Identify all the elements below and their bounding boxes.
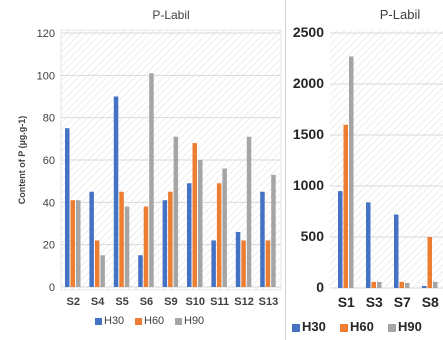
chart-1-y-tick-label: 100 [37, 70, 55, 82]
bar-h90-s2 [76, 200, 81, 287]
bar-h30-s5 [113, 96, 119, 287]
chart-2-bars [338, 56, 438, 289]
bar-h60-s10 [192, 143, 197, 287]
bar-h60-s9 [168, 191, 173, 287]
chart-2-plot-area [330, 30, 443, 288]
legend-label-h60: H60 [350, 319, 374, 334]
legend-label-h90: H90 [184, 315, 204, 327]
bar-h60-s2 [70, 200, 75, 287]
chart-2-x-tick-label: S1 [338, 294, 355, 310]
chart-1-x-tick-label: S12 [234, 296, 254, 308]
chart-1-title: P-Labil [152, 8, 189, 22]
chart-1-y-tick-label: 40 [43, 197, 55, 209]
chart-1-y-tick-label: 60 [43, 155, 55, 167]
chart-1: P-Labil Content of P (µg.g-1) 0 20 40 60 80 1… [17, 8, 282, 327]
bar-h30-s6 [138, 255, 143, 287]
chart-1-legend: H30 H60 H90 [95, 315, 204, 327]
bar-h90-s9 [173, 136, 179, 287]
bar-h30-s10 [187, 183, 192, 287]
chart-1-bars [65, 73, 276, 287]
chart-2-y-tick-label: 1500 [293, 126, 324, 142]
legend-swatch-h90 [388, 324, 396, 332]
bar-h60-s13 [265, 240, 271, 287]
bar-h30-s12 [235, 231, 241, 287]
bar-h90-s12 [246, 136, 252, 287]
bar-h60-s5 [119, 191, 124, 287]
chart-2-x-tick-label: S7 [394, 294, 411, 310]
chart-2-x-tick-label: S3 [366, 294, 383, 310]
legend-label-h90: H90 [398, 319, 422, 334]
bar-h30-s7 [394, 214, 399, 288]
chart-1-x-tick-label: S10 [185, 296, 205, 308]
bar-h90-s8 [433, 281, 438, 288]
bar-h30-s4 [89, 191, 94, 287]
bar-h90-s1 [349, 56, 354, 289]
chart-1-x-tick-label: S9 [164, 296, 177, 308]
bar-h60-s4 [94, 240, 100, 287]
legend-swatch-h60 [135, 318, 142, 325]
chart-1-x-tick-label: S11 [210, 296, 229, 308]
bar-h30-s2 [65, 128, 70, 287]
legend-label-h60: H60 [144, 315, 164, 327]
bar-h90-s13 [271, 174, 276, 287]
bar-h30-s3 [366, 202, 371, 288]
bar-h60-s7 [399, 281, 404, 288]
chart-2-y-tick-label: 0 [316, 279, 324, 295]
chart-2-y-ticks: 0 500 1000 1500 2000 2500 [293, 24, 324, 295]
chart-1-x-tick-label: S2 [67, 296, 80, 308]
legend-swatch-h60 [340, 324, 348, 332]
chart-1-x-tick-label: S6 [140, 296, 153, 308]
chart-2-y-tick-label: 1000 [293, 177, 324, 193]
bar-h30-s9 [162, 200, 168, 287]
bar-h60-s11 [216, 183, 222, 287]
legend-swatch-h30 [292, 324, 300, 332]
chart-1-x-tick-label: S5 [115, 296, 128, 308]
legend-swatch-h90 [175, 318, 182, 325]
chart-2-legend: H30 H60 H90 [292, 319, 422, 334]
chart-1-x-ticks: S2 S4 S5 S6 S9 S10 S11 S12 S13 [67, 296, 279, 308]
chart-1-y-tick-label: 0 [49, 282, 55, 294]
bar-h30-s13 [260, 191, 265, 287]
chart-1-x-tick-label: S13 [259, 296, 279, 308]
bar-h30-s11 [211, 240, 216, 287]
chart-2-x-tick-label: S8 [422, 294, 439, 310]
chart-1-x-tick-label: S4 [91, 296, 105, 308]
bar-h90-s7 [405, 282, 410, 288]
chart-2-y-tick-label: 2000 [293, 75, 324, 91]
chart-2: P-Labil 0 500 1000 1500 2000 2500 S1 S3 S7 S8 H3… [285, 0, 443, 340]
chart-1-y-tick-label: 120 [37, 28, 55, 40]
bar-h90-s11 [222, 168, 227, 287]
chart-2-y-tick-label: 2500 [293, 24, 324, 40]
bar-h90-s5 [124, 206, 130, 287]
bar-h30-s1 [338, 191, 343, 288]
legend-label-h30: H30 [302, 319, 326, 334]
bar-h60-s12 [241, 240, 246, 287]
bar-h60-s1 [343, 124, 348, 288]
legend-swatch-h30 [95, 318, 102, 325]
bar-h90-s4 [100, 255, 105, 287]
bar-h60-s3 [371, 281, 376, 288]
bar-h60-s8 [427, 237, 432, 288]
bar-h90-s6 [149, 73, 154, 287]
bar-h30-s8 [422, 285, 427, 288]
bar-h90-s10 [198, 160, 203, 287]
chart-2-x-ticks: S1 S3 S7 S8 [338, 294, 439, 310]
bar-h90-s3 [377, 281, 382, 288]
chart-1-y-tick-label: 80 [43, 113, 55, 125]
chart-1-y-axis-label: Content of P (µg.g-1) [17, 116, 27, 205]
chart-2-y-tick-label: 500 [301, 228, 325, 244]
bar-h60-s6 [143, 206, 149, 287]
chart-2-title: P-Labil [380, 7, 421, 22]
chart-1-y-tick-label: 20 [43, 240, 55, 252]
chart-2-gridlines [330, 32, 443, 289]
chart-1-y-ticks: 0 20 40 60 80 100 120 [37, 28, 55, 294]
legend-label-h30: H30 [104, 315, 124, 327]
